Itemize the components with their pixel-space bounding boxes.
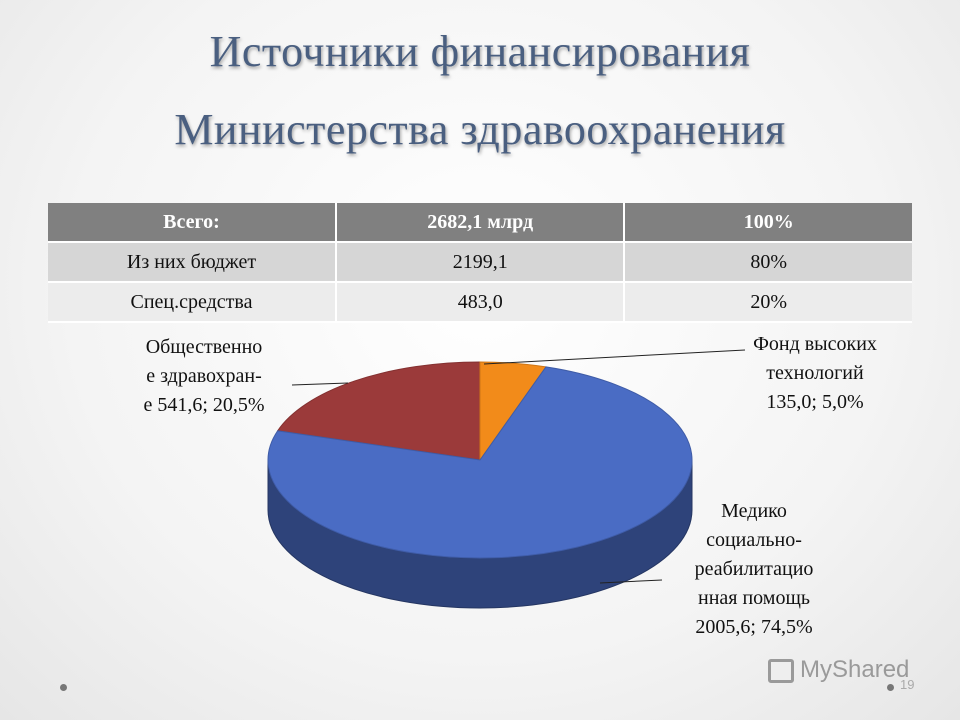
table-cell: 20%	[624, 282, 912, 323]
table-row: Из них бюджет 2199,1 80%	[48, 242, 912, 283]
leader-line	[599, 579, 663, 584]
bullet-dot-icon	[887, 684, 894, 691]
slice-label-line: 2005,6; 74,5%	[695, 616, 813, 638]
table-cell: 80%	[624, 242, 912, 283]
slice-label-medico-social: Медико социально- реабилитацио нная помо…	[668, 497, 840, 642]
slice-label-line: социально-	[706, 529, 802, 551]
slice-label-high-tech-fund: Фонд высоких технологий 135,0; 5,0%	[735, 330, 895, 417]
bullet-dot-icon	[60, 684, 67, 691]
watermark: MyShared	[768, 656, 909, 684]
table-cell: 100%	[624, 203, 912, 243]
slice-label-line: Медико	[721, 500, 787, 522]
slice-label-line: е 541,6; 20,5%	[143, 394, 265, 416]
table-row: Всего: 2682,1 млрд 100%	[48, 203, 912, 243]
pie-slice	[267, 366, 693, 559]
slice-label-line: технологий	[766, 362, 864, 384]
title-line-2: Министерства здравоохранения	[174, 105, 786, 154]
title-line-1: Источники финансирования	[209, 27, 751, 76]
slice-label-public-health: Общественно е здравохран- е 541,6; 20,5%	[118, 333, 290, 420]
table-cell: 2682,1 млрд	[335, 203, 626, 243]
leader-line	[291, 382, 349, 386]
slice-label-line: е здравохран-	[146, 365, 262, 387]
slice-label-line: Фонд высоких	[753, 333, 877, 355]
watermark-logo-icon	[768, 658, 794, 683]
table-row: Спец.средства 483,0 20%	[48, 282, 912, 323]
slice-label-line: 135,0; 5,0%	[766, 391, 864, 413]
watermark-text: MyShared	[800, 656, 910, 683]
page-number: 19	[900, 677, 915, 692]
slice-label-line: Общественно	[145, 336, 263, 358]
summary-table: Всего: 2682,1 млрд 100% Из них бюджет 21…	[48, 203, 912, 323]
table-cell: 2199,1	[335, 242, 626, 283]
table-cell: Из них бюджет	[48, 242, 337, 283]
pie-slice	[276, 361, 481, 461]
table-cell: Спец.средства	[48, 282, 337, 323]
slice-label-line: реабилитацио	[694, 558, 814, 580]
table-cell: 483,0	[335, 282, 626, 323]
slice-label-line: нная помощь	[698, 587, 810, 609]
leader-line	[483, 349, 746, 365]
table-cell: Всего:	[48, 203, 337, 243]
